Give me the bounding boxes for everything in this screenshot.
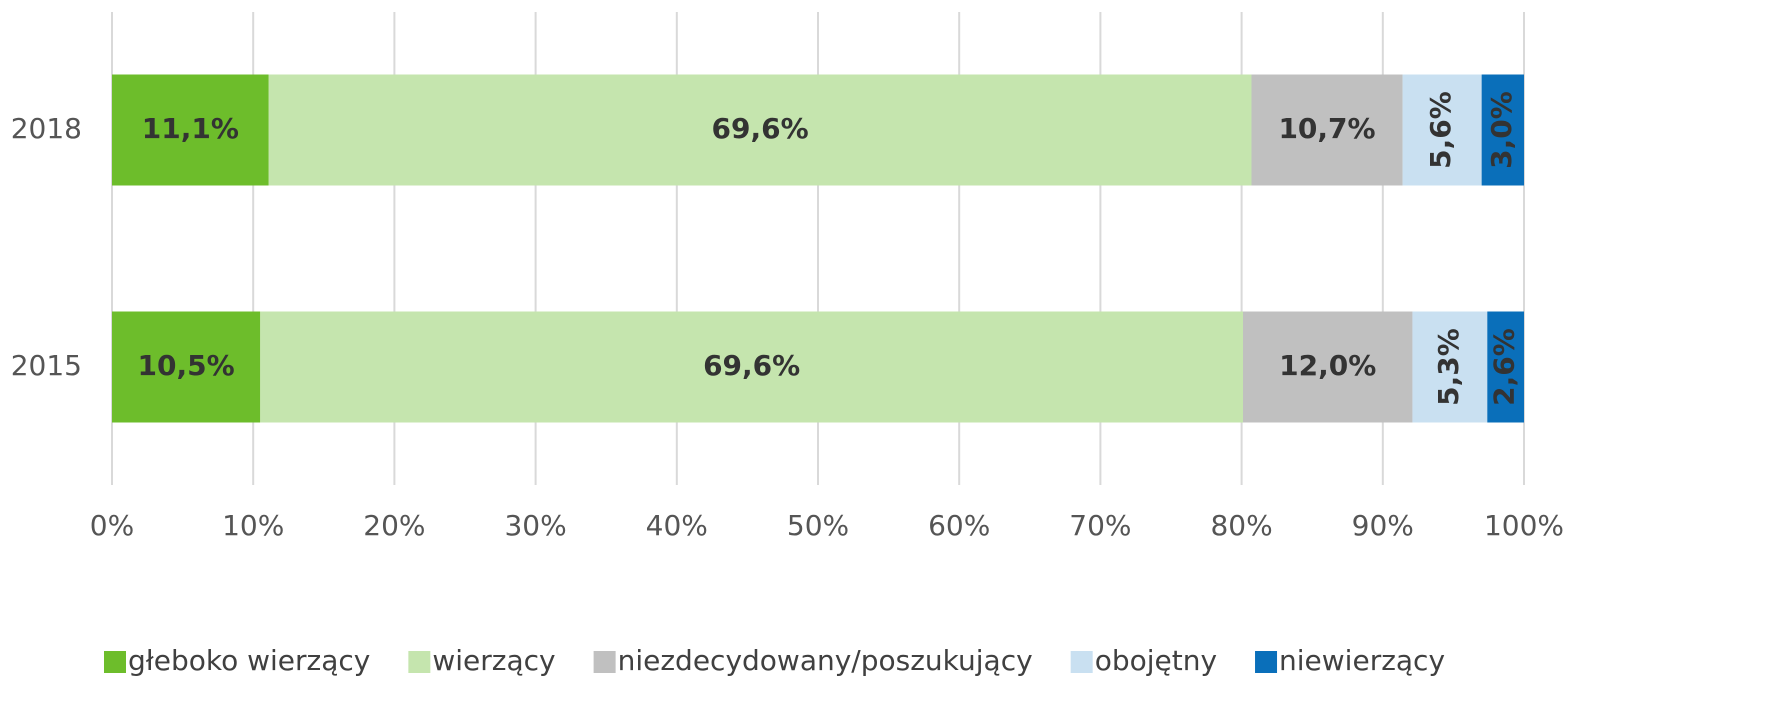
bar-segment bbox=[1412, 311, 1488, 423]
x-tick-label: 0% bbox=[90, 509, 134, 542]
value-label: 2,6% bbox=[1488, 328, 1521, 406]
value-label: 5,3% bbox=[1432, 328, 1465, 406]
value-label: 69,6% bbox=[712, 112, 809, 145]
bar-segment bbox=[1481, 74, 1524, 186]
y-tick-label: 2018 bbox=[11, 112, 82, 145]
bar-segment bbox=[268, 74, 1252, 186]
bar-segment bbox=[260, 311, 1244, 423]
legend-swatch bbox=[1255, 651, 1278, 673]
x-tick-label: 20% bbox=[363, 509, 425, 542]
bar-segment bbox=[1402, 74, 1482, 186]
bar-segment bbox=[1251, 74, 1403, 186]
value-label: 10,7% bbox=[1278, 112, 1375, 145]
x-tick-label: 70% bbox=[1069, 509, 1131, 542]
value-label: 11,1% bbox=[142, 112, 239, 145]
value-label: 10,5% bbox=[138, 349, 235, 382]
bar-segment bbox=[112, 311, 261, 423]
y-tick-label: 2015 bbox=[11, 349, 82, 382]
x-tick-label: 90% bbox=[1352, 509, 1414, 542]
x-tick-label: 100% bbox=[1484, 509, 1564, 542]
legend-swatch bbox=[104, 651, 126, 673]
legend-label: niezdecydowany/poszukujący bbox=[618, 644, 1033, 677]
value-label: 69,6% bbox=[703, 349, 800, 382]
x-tick-label: 50% bbox=[787, 509, 849, 542]
bar-segment bbox=[1243, 311, 1413, 423]
legend-label: głeboko wierzący bbox=[128, 644, 370, 677]
value-label: 5,6% bbox=[1424, 91, 1457, 169]
x-tick-label: 30% bbox=[504, 509, 566, 542]
legend-swatch bbox=[1070, 651, 1093, 673]
x-tick-label: 40% bbox=[646, 509, 708, 542]
bar-segment bbox=[112, 74, 269, 186]
x-tick-label: 60% bbox=[928, 509, 990, 542]
x-tick-label: 80% bbox=[1210, 509, 1272, 542]
value-label: 3,0% bbox=[1485, 91, 1518, 169]
legend-swatch bbox=[593, 651, 616, 673]
bar-segment bbox=[1487, 311, 1524, 423]
x-tick-label: 10% bbox=[222, 509, 284, 542]
legend-label: obojętny bbox=[1095, 644, 1217, 677]
value-label: 12,0% bbox=[1279, 349, 1376, 382]
legend-label: niewierzący bbox=[1279, 644, 1445, 677]
legend-swatch bbox=[408, 651, 431, 673]
legend-label: wierzący bbox=[432, 644, 555, 677]
